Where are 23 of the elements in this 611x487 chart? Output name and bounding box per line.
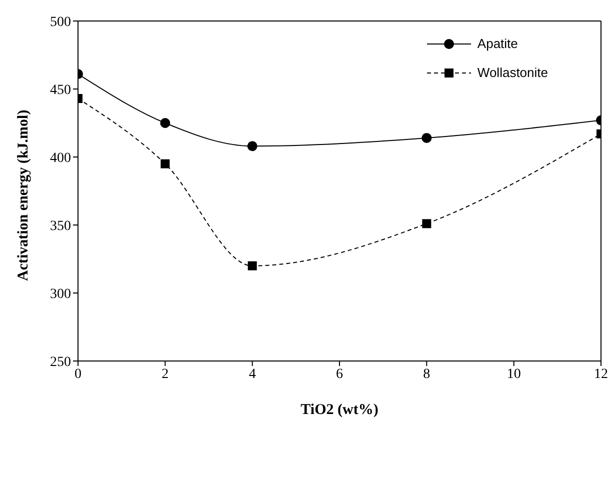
y-tick-label: 500	[50, 14, 71, 30]
x-tick-label: 8	[423, 366, 430, 382]
x-tick-label: 12	[594, 366, 608, 382]
legend-label: Apatite	[477, 36, 518, 51]
y-tick-label: 450	[50, 82, 71, 98]
x-tick-label: 6	[336, 366, 343, 382]
x-axis-title: TiO2 (wt%)	[300, 402, 378, 418]
y-tick-label: 350	[50, 218, 71, 234]
point	[422, 219, 432, 228]
x-tick-label: 4	[248, 366, 256, 382]
point	[248, 261, 257, 270]
point	[160, 159, 170, 168]
legend-label: Wollastonite	[477, 65, 548, 80]
y-tick-label: 250	[50, 354, 71, 370]
point	[160, 118, 170, 128]
y-tick-label: 400	[50, 150, 71, 166]
y-axis-title: Activation energy (kJ.mol)	[15, 110, 32, 281]
x-tick-label: 0	[74, 366, 82, 382]
x-tick-label: 2	[162, 366, 169, 382]
y-tick-label: 300	[50, 286, 71, 302]
point	[247, 141, 258, 152]
point	[422, 132, 432, 143]
x-tick-label: 10	[506, 366, 521, 382]
